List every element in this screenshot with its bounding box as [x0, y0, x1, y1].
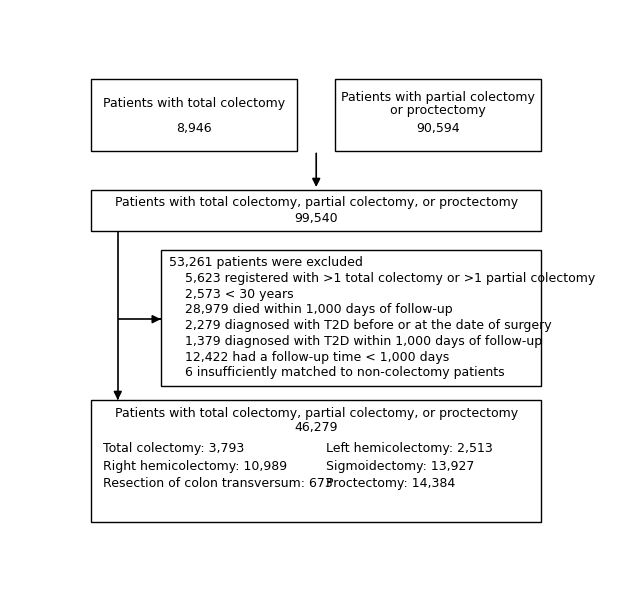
FancyBboxPatch shape — [91, 400, 541, 523]
Text: 6 insufficiently matched to non-colectomy patients: 6 insufficiently matched to non-colectom… — [170, 366, 505, 379]
Text: 90,594: 90,594 — [416, 122, 460, 135]
Text: 46,279: 46,279 — [294, 421, 338, 434]
Text: Patients with partial colectomy: Patients with partial colectomy — [341, 91, 535, 104]
FancyBboxPatch shape — [91, 190, 541, 232]
Text: Proctectomy: 14,384: Proctectomy: 14,384 — [326, 477, 455, 490]
FancyBboxPatch shape — [91, 79, 297, 151]
Text: Patients with total colectomy, partial colectomy, or proctectomy: Patients with total colectomy, partial c… — [115, 196, 518, 209]
Text: 12,422 had a follow-up time < 1,000 days: 12,422 had a follow-up time < 1,000 days — [170, 350, 450, 364]
Text: 5,623 registered with >1 total colectomy or >1 partial colectomy: 5,623 registered with >1 total colectomy… — [170, 272, 595, 285]
FancyBboxPatch shape — [336, 79, 541, 151]
Text: 1,379 diagnosed with T2D within 1,000 days of follow-up: 1,379 diagnosed with T2D within 1,000 da… — [170, 335, 542, 348]
Text: 99,540: 99,540 — [294, 212, 338, 226]
Text: Left hemicolectomy: 2,513: Left hemicolectomy: 2,513 — [326, 442, 492, 455]
Text: Right hemicolectomy: 10,989: Right hemicolectomy: 10,989 — [104, 460, 288, 473]
Text: Patients with total colectomy: Patients with total colectomy — [103, 97, 285, 110]
FancyBboxPatch shape — [161, 250, 541, 386]
Text: Sigmoidectomy: 13,927: Sigmoidectomy: 13,927 — [326, 460, 474, 473]
Text: 28,979 died within 1,000 days of follow-up: 28,979 died within 1,000 days of follow-… — [170, 304, 453, 316]
Text: Resection of colon transversum: 673: Resection of colon transversum: 673 — [104, 477, 333, 490]
Text: 2,573 < 30 years: 2,573 < 30 years — [170, 288, 294, 301]
Text: or proctectomy: or proctectomy — [391, 104, 486, 116]
Text: 2,279 diagnosed with T2D before or at the date of surgery: 2,279 diagnosed with T2D before or at th… — [170, 319, 552, 332]
Text: Patients with total colectomy, partial colectomy, or proctectomy: Patients with total colectomy, partial c… — [115, 407, 518, 421]
Text: 8,946: 8,946 — [176, 122, 212, 135]
Text: 53,261 patients were excluded: 53,261 patients were excluded — [170, 256, 363, 269]
Text: Total colectomy: 3,793: Total colectomy: 3,793 — [104, 442, 245, 455]
